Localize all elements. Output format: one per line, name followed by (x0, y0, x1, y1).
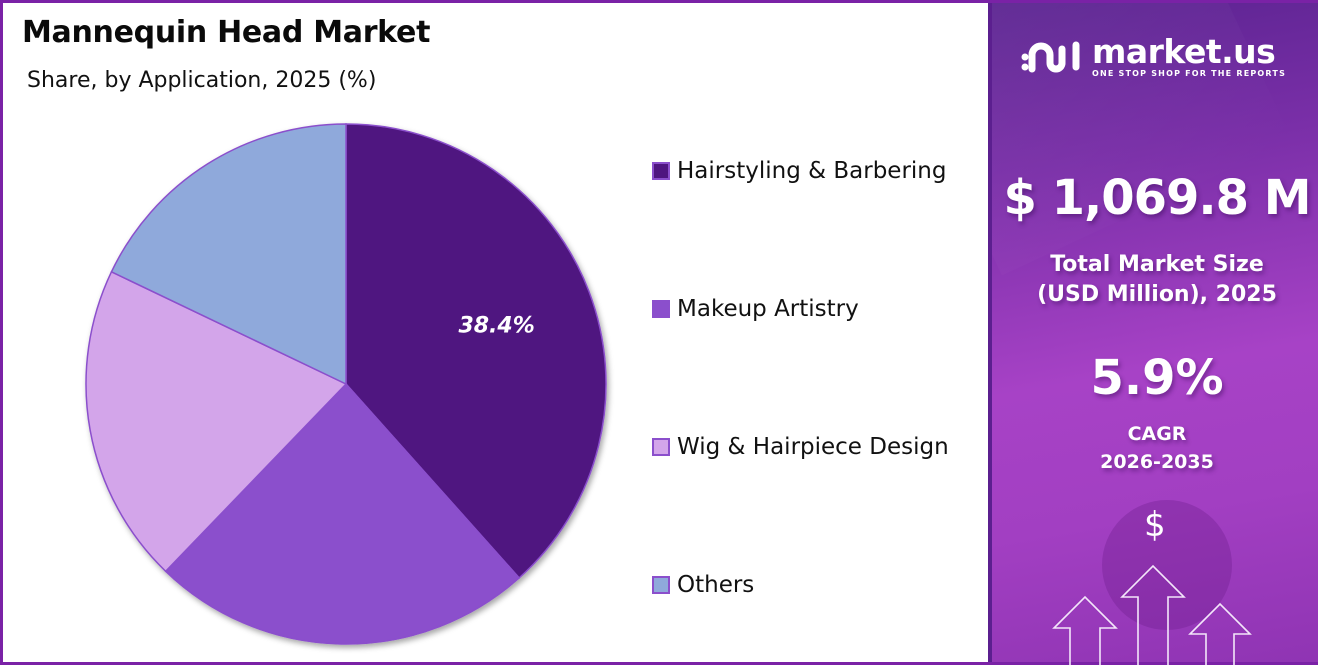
pie-slice-others (110, 123, 347, 386)
pie-slice-makeup-artistry (164, 382, 521, 645)
chart-panel: Mannequin Head Market Share, by Applicat… (22, 15, 949, 645)
legend-swatch-icon (652, 438, 670, 456)
legend-swatch-icon (652, 162, 670, 180)
cagr-label: CAGR 2026-2035 (992, 420, 1318, 476)
dollar-icon: $ (1144, 505, 1166, 545)
pie-chart-svg: 38.4% (85, 123, 607, 645)
legend-label: Makeup Artistry (677, 296, 859, 322)
legend-label: Wig & Hairpiece Design (677, 434, 949, 460)
market-size-label: Total Market Size (USD Million), 2025 (992, 250, 1318, 310)
legend-item-hairstyling: Hairstyling & Barbering (652, 158, 946, 184)
summary-panel: market.us ONE STOP SHOP FOR THE REPORTS … (988, 0, 1318, 665)
market-size-label-line2: (USD Million), 2025 (1037, 282, 1277, 307)
brand: market.us ONE STOP SHOP FOR THE REPORTS (1020, 32, 1287, 78)
legend-item-wig: Wig & Hairpiece Design (652, 434, 949, 460)
brand-tagline: ONE STOP SHOP FOR THE REPORTS (1092, 69, 1287, 78)
legend-item-others: Others (652, 572, 754, 598)
pie-chart: 38.4% (85, 123, 607, 645)
market-us-logo-icon (1021, 41, 1080, 73)
legend-swatch-icon (652, 576, 670, 594)
slice-data-label: 38.4% (458, 314, 534, 339)
brand-name: market.us (1092, 32, 1276, 71)
pie-slice-hairstyling-barbering (345, 123, 607, 580)
legend-swatch-icon (652, 300, 670, 318)
growth-arrows-icon (1052, 564, 1252, 665)
cagr-label-line2: 2026-2035 (1100, 451, 1214, 473)
legend-label: Others (677, 572, 755, 598)
chart-title: Mannequin Head Market (22, 15, 431, 50)
legend-label: Hairstyling & Barbering (677, 158, 947, 184)
pie-slice-wig-hairpiece-design (85, 270, 348, 573)
legend-item-makeup: Makeup Artistry (652, 296, 859, 322)
cagr-label-line1: CAGR (1127, 423, 1187, 445)
market-size-label-line1: Total Market Size (1050, 252, 1264, 277)
chart-subtitle: Share, by Application, 2025 (%) (27, 68, 377, 93)
cagr-value: 5.9% (1090, 350, 1224, 406)
market-size-value: $ 1,069.8 M (1003, 170, 1311, 226)
